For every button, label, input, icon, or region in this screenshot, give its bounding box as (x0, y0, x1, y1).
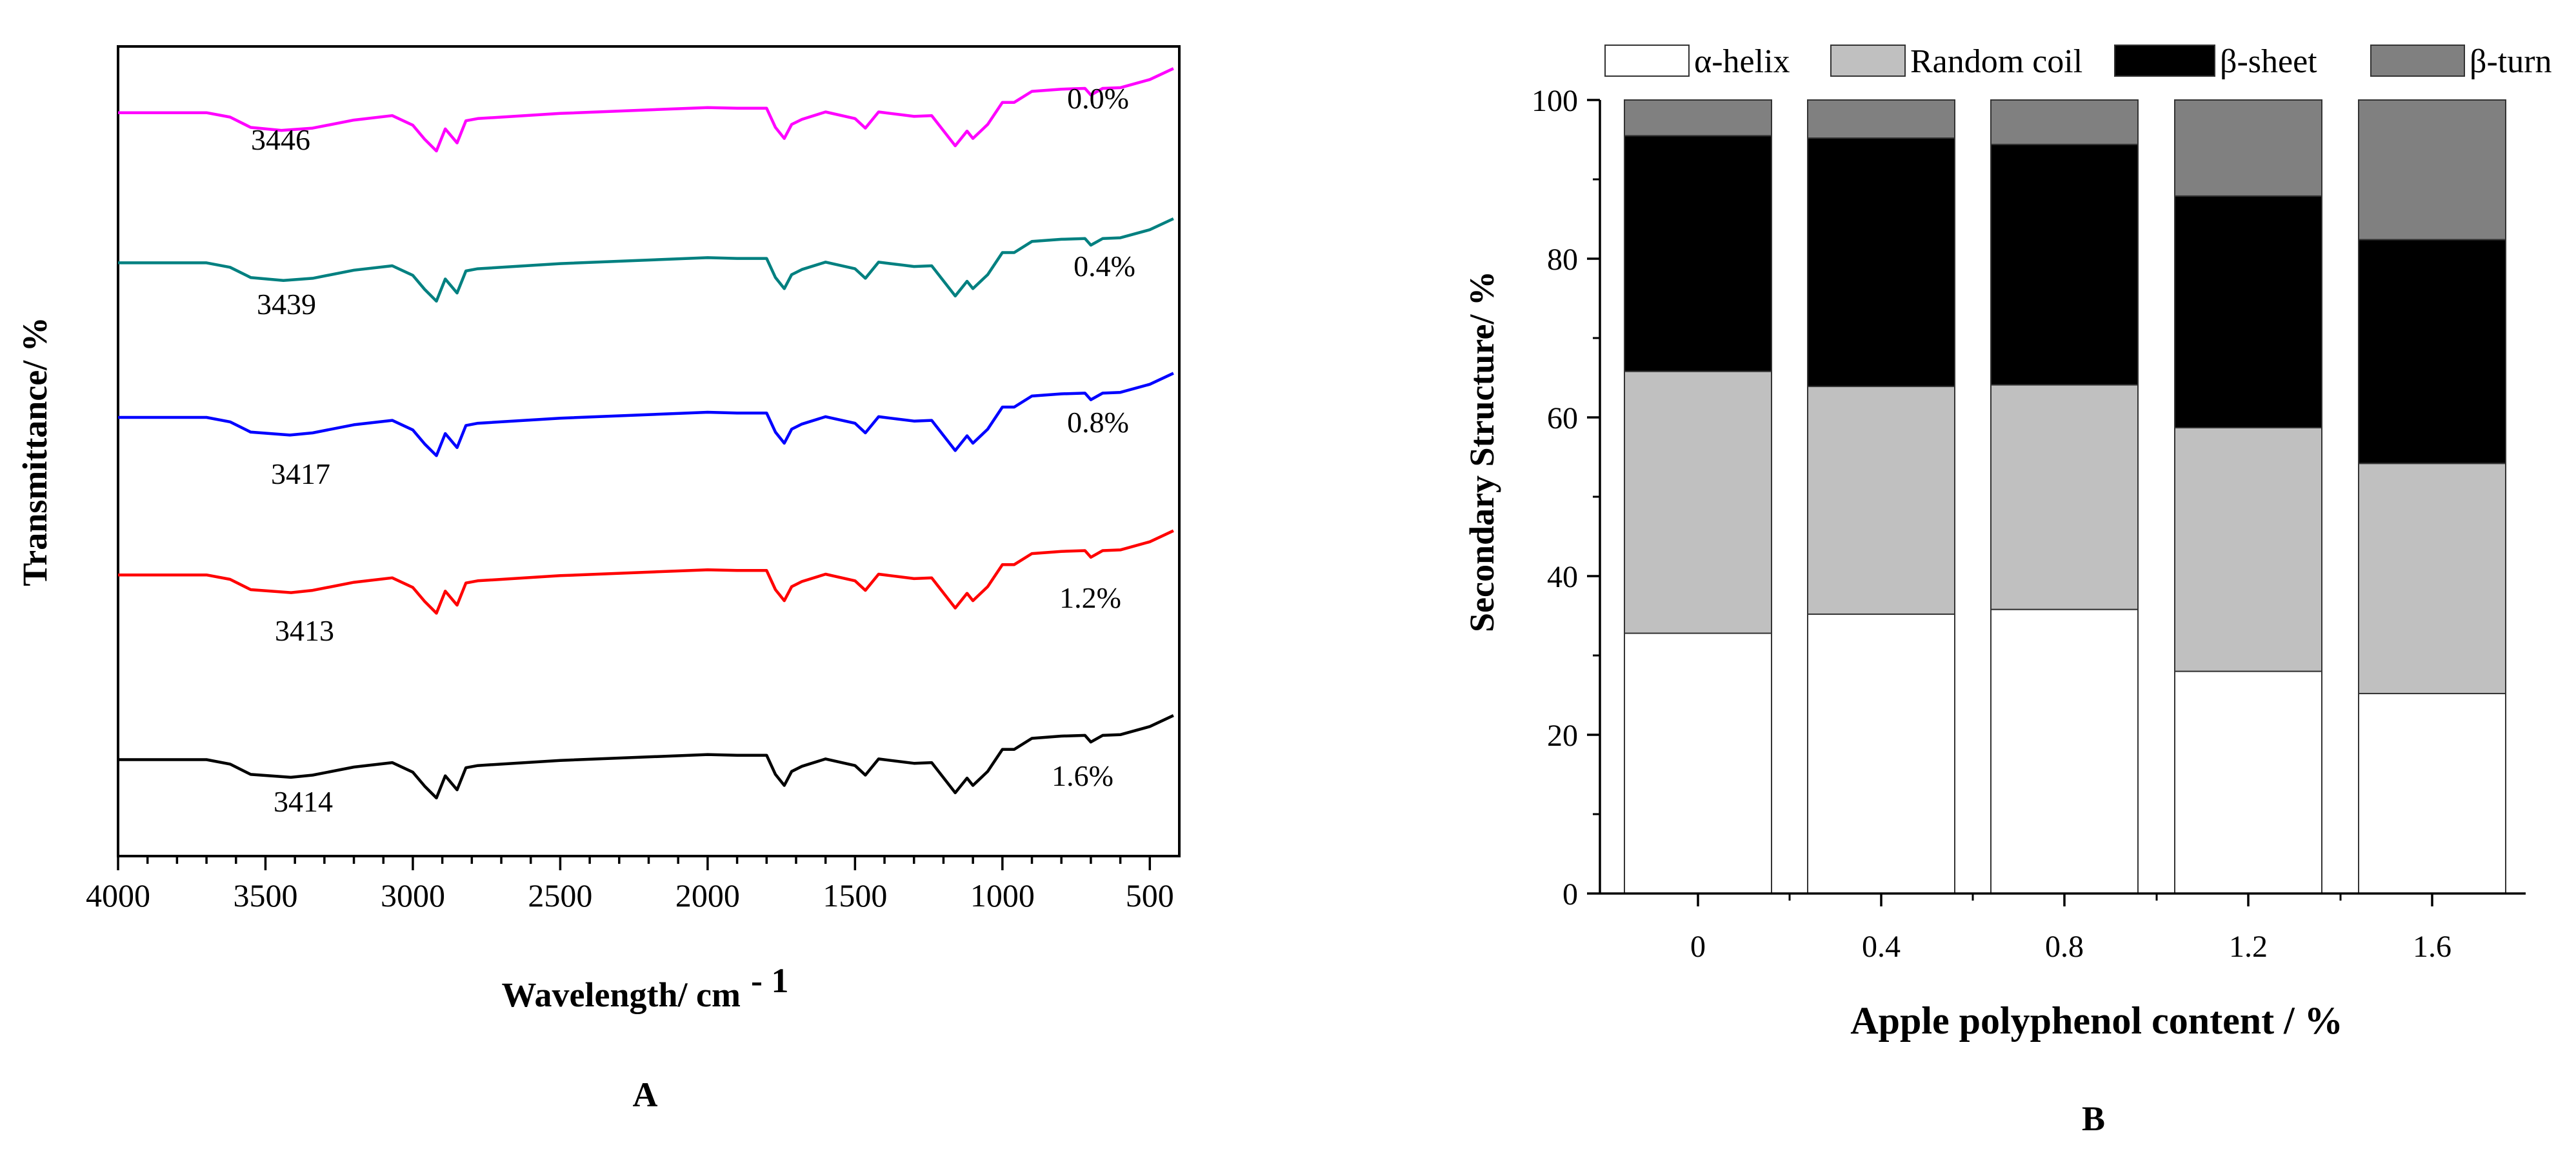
panel-a-x-axis: 4000 3500 3000 2500 2000 1500 1000 500 (86, 856, 1174, 913)
legend-swatch (2370, 45, 2465, 77)
bar-segment (2358, 99, 2506, 241)
spectrum-line (118, 529, 1174, 615)
legend-label: β-sheet (2220, 43, 2317, 80)
legend-swatch (1830, 45, 1906, 77)
panel-b-legend: α-helix Random coil β-sheet β-turn (1604, 43, 2552, 80)
x-tick-label: 0.8 (2045, 930, 2084, 964)
peak-label: 3414 (274, 785, 333, 818)
bar-segment (2358, 239, 2506, 464)
peak-label: 3417 (271, 457, 330, 490)
x-tick-label: 3000 (381, 877, 445, 913)
series-label: 1.2% (1059, 581, 1121, 614)
panel-a-x-axis-title-main: Wavelength/ cm (502, 975, 741, 1014)
series-label: 1.6% (1052, 759, 1113, 792)
panel-b-axes-ticks: 0 20 40 60 80 100 0 0.4 0.8 1.2 1.6 (1532, 84, 2451, 964)
panel-a-series-group (118, 67, 1174, 800)
x-tick-label: 0 (1690, 930, 1706, 964)
bar-segment (2174, 670, 2322, 894)
y-tick-label: 0 (1563, 877, 1578, 912)
bar-segment (2174, 426, 2322, 672)
bar-segment (1807, 137, 1955, 388)
spectrum-line (118, 714, 1174, 800)
series-label: 0.0% (1067, 82, 1129, 115)
bar-segment (2358, 463, 2506, 695)
panel-a-label: A (633, 1075, 658, 1114)
peak-label: 3413 (275, 614, 334, 647)
series-label: 0.8% (1067, 406, 1129, 439)
bar-segment (1624, 370, 1772, 634)
x-tick-label: 2500 (528, 877, 592, 913)
bar-segment (1990, 384, 2139, 610)
y-tick-label: 60 (1547, 401, 1578, 435)
bar-segment (1624, 632, 1772, 894)
spectrum-line (118, 372, 1174, 457)
panel-a-plot-frame (117, 45, 1181, 857)
bar-segment (1990, 608, 2139, 894)
panel-a-curve-labels: 3446 0.0% 3439 0.4% 3417 0.8% 3413 1.2% 3414 1.6% (251, 82, 1135, 818)
x-tick-label: 1000 (970, 877, 1035, 913)
bar-segment (1990, 143, 2139, 386)
peak-label: 3446 (251, 123, 310, 156)
bar-segment (1807, 99, 1955, 139)
x-tick-label: 1500 (823, 877, 887, 913)
bar-segment (1807, 614, 1955, 894)
peak-label: 3439 (257, 288, 316, 321)
panel-a-x-axis-title-superscript: - 1 (751, 961, 788, 1000)
spectrum-line (118, 67, 1174, 153)
bar-segment (1624, 135, 1772, 372)
panel-b-x-axis-title: Apple polyphenol content / % (1850, 999, 2342, 1042)
bar-segment (1807, 386, 1955, 615)
bar-segment (1624, 99, 1772, 137)
spectrum-line (118, 217, 1174, 303)
legend-swatch (2114, 45, 2215, 77)
bar-segment (2174, 195, 2322, 428)
bar-segment (2358, 693, 2506, 895)
panel-a-y-axis-title: Transmittance/ % (15, 317, 54, 586)
panel-a-x-axis-title: Wavelength/ cm - 1 (502, 961, 789, 1014)
panel-b-y-axis-title: Secondary Structure/ % (1463, 271, 1501, 632)
panel-a-spectra-chart: 4000 3500 3000 2500 2000 1500 1000 500 3446 0.0%… (15, 45, 1181, 1114)
bar-segment (2174, 99, 2322, 197)
panel-b-bars-group (1624, 99, 2506, 895)
x-tick-label: 1.6 (2413, 930, 2451, 964)
legend-label: Random coil (1910, 43, 2082, 80)
bar-segment (1990, 99, 2139, 145)
x-tick-label: 4000 (86, 877, 150, 913)
y-tick-label: 40 (1547, 560, 1578, 594)
x-tick-label: 1.2 (2229, 930, 2268, 964)
x-tick-label: 500 (1126, 877, 1174, 913)
legend-label: α-helix (1694, 43, 1790, 80)
y-tick-label: 80 (1547, 243, 1578, 277)
legend-swatch (1604, 45, 1690, 77)
panel-b-label: B (2082, 1099, 2105, 1138)
series-label: 0.4% (1073, 250, 1135, 283)
x-tick-label: 0.4 (1862, 930, 1901, 964)
panel-b-stacked-bar-chart: 0 20 40 60 80 100 0 0.4 0.8 1.2 1.6 α-helix Random … (1463, 43, 2552, 1138)
x-tick-label: 2000 (675, 877, 740, 913)
legend-label: β-turn (2470, 43, 2552, 80)
y-tick-label: 100 (1532, 84, 1578, 118)
y-tick-label: 20 (1547, 719, 1578, 753)
x-tick-label: 3500 (233, 877, 297, 913)
